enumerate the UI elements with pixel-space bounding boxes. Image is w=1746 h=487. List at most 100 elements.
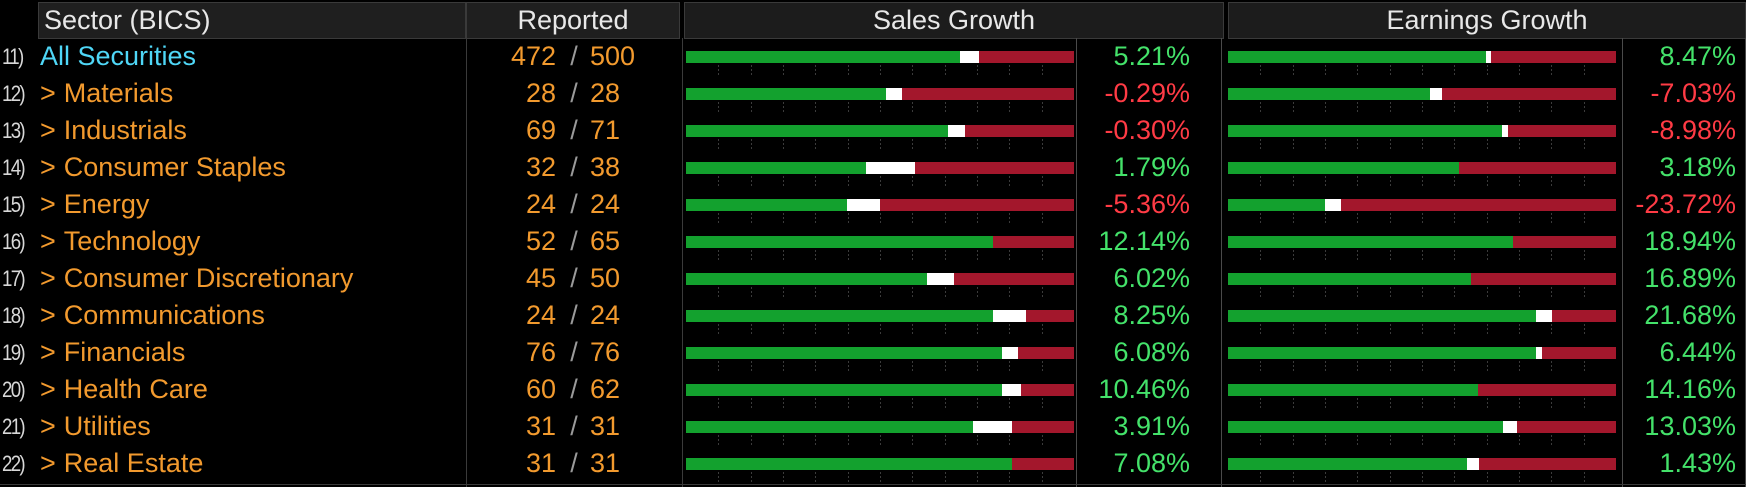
bar-red-segment bbox=[915, 162, 1074, 174]
bar-white-segment bbox=[1536, 310, 1552, 322]
earnings-growth-value: -23.72% bbox=[1635, 189, 1736, 219]
chevron-right-icon[interactable]: > bbox=[40, 115, 56, 145]
row-number[interactable]: 17) bbox=[2, 266, 26, 291]
table-row[interactable]: 12) > Materials 28 / 28 -0.29% -7.03% bbox=[0, 75, 1746, 112]
earnings-growth-bar bbox=[1228, 88, 1616, 100]
reported-separator: / bbox=[570, 78, 578, 108]
sector-name[interactable]: > Consumer Discretionary bbox=[40, 260, 353, 297]
sector-name[interactable]: > Industrials bbox=[40, 112, 187, 149]
table-row[interactable]: 19) > Financials 76 / 76 6.08% 6.44% bbox=[0, 334, 1746, 371]
sector-name[interactable]: > Financials bbox=[40, 334, 185, 371]
bar-green-segment bbox=[686, 125, 948, 137]
earnings-growth-value: 3.18% bbox=[1659, 152, 1736, 182]
sales-growth-value: -5.36% bbox=[1104, 189, 1190, 219]
bar-white-segment bbox=[1486, 51, 1491, 63]
bar-red-segment bbox=[954, 273, 1074, 285]
bar-tick-marks bbox=[686, 139, 1074, 149]
bar-tick-marks bbox=[1228, 361, 1616, 371]
table-row[interactable]: 11) All Securities 472 / 500 5.21% 8.47% bbox=[0, 38, 1746, 75]
table-row[interactable]: 22) > Real Estate 31 / 31 7.08% 1.43% bbox=[0, 445, 1746, 482]
sector-name[interactable]: > Utilities bbox=[40, 408, 151, 445]
sales-growth-value: 1.79% bbox=[1113, 152, 1190, 182]
chevron-right-icon[interactable]: > bbox=[40, 189, 56, 219]
bar-green-segment bbox=[686, 384, 1002, 396]
bar-tick-marks bbox=[686, 287, 1074, 297]
row-number[interactable]: 21) bbox=[2, 414, 26, 439]
column-header-reported[interactable]: Reported bbox=[466, 2, 680, 39]
table-row[interactable]: 17) > Consumer Discretionary 45 / 50 6.02% 16.8… bbox=[0, 260, 1746, 297]
chevron-right-icon[interactable]: > bbox=[40, 337, 56, 367]
earnings-growth-bar bbox=[1228, 310, 1616, 322]
sector-name[interactable]: > Materials bbox=[40, 75, 173, 112]
sector-name[interactable]: > Technology bbox=[40, 223, 200, 260]
bar-tick-marks bbox=[686, 435, 1074, 445]
earnings-growth-value: 13.03% bbox=[1644, 411, 1736, 441]
sector-name[interactable]: > Consumer Staples bbox=[40, 149, 286, 186]
sector-name[interactable]: > Energy bbox=[40, 186, 149, 223]
bar-tick-marks bbox=[1228, 65, 1616, 75]
earnings-growth-bar bbox=[1228, 384, 1616, 396]
reported-separator: / bbox=[570, 115, 578, 145]
row-number[interactable]: 18) bbox=[2, 303, 26, 328]
table-row[interactable]: 20) > Health Care 60 / 62 10.46% 14.16% bbox=[0, 371, 1746, 408]
sector-name[interactable]: > Real Estate bbox=[40, 445, 203, 482]
bar-red-segment bbox=[993, 236, 1074, 248]
column-header-sector[interactable]: Sector (BICS) bbox=[38, 2, 466, 39]
bar-tick-marks bbox=[686, 176, 1074, 186]
bar-tick-marks bbox=[1228, 287, 1616, 297]
row-number[interactable]: 19) bbox=[2, 340, 26, 365]
bar-red-segment bbox=[1478, 384, 1616, 396]
row-number[interactable]: 13) bbox=[2, 118, 26, 143]
chevron-right-icon[interactable]: > bbox=[40, 374, 56, 404]
bar-red-segment bbox=[1012, 421, 1074, 433]
bar-white-segment bbox=[927, 273, 954, 285]
chevron-right-icon[interactable]: > bbox=[40, 411, 56, 441]
bar-green-segment bbox=[686, 236, 993, 248]
table-row[interactable]: 16) > Technology 52 / 65 12.14% 18.94% bbox=[0, 223, 1746, 260]
earnings-growth-bar bbox=[1228, 125, 1616, 137]
chevron-right-icon[interactable]: > bbox=[40, 226, 56, 256]
column-header-earnings-growth[interactable]: Earnings Growth bbox=[1228, 2, 1746, 39]
earnings-growth-value: -8.98% bbox=[1650, 115, 1736, 145]
sector-name[interactable]: > Health Care bbox=[40, 371, 208, 408]
row-number[interactable]: 15) bbox=[2, 192, 26, 217]
chevron-right-icon[interactable]: > bbox=[40, 448, 56, 478]
bar-tick-marks bbox=[1228, 176, 1616, 186]
sales-growth-bar bbox=[686, 88, 1074, 100]
bar-red-segment bbox=[1471, 273, 1616, 285]
chevron-right-icon[interactable]: > bbox=[40, 78, 56, 108]
table-row[interactable]: 15) > Energy 24 / 24 -5.36% -23.72% bbox=[0, 186, 1746, 223]
table-row[interactable]: 14) > Consumer Staples 32 / 38 1.79% 3.18% bbox=[0, 149, 1746, 186]
row-number[interactable]: 20) bbox=[2, 377, 26, 402]
bar-white-segment bbox=[973, 421, 1012, 433]
row-number[interactable]: 12) bbox=[2, 81, 26, 106]
sector-name[interactable]: > Communications bbox=[40, 297, 265, 334]
table-row[interactable]: 21) > Utilities 31 / 31 3.91% 13.03% bbox=[0, 408, 1746, 445]
column-header-sales-growth[interactable]: Sales Growth bbox=[684, 2, 1224, 39]
reported-count: 76 bbox=[525, 337, 556, 367]
row-number[interactable]: 22) bbox=[2, 451, 26, 476]
table-row[interactable]: 13) > Industrials 69 / 71 -0.30% -8.98% bbox=[0, 112, 1746, 149]
sector-name[interactable]: All Securities bbox=[40, 38, 196, 75]
bar-red-segment bbox=[1018, 347, 1074, 359]
reported-separator: / bbox=[570, 263, 578, 293]
earnings-growth-value: 8.47% bbox=[1659, 41, 1736, 71]
total-count: 31 bbox=[590, 448, 621, 478]
sales-growth-bar bbox=[686, 384, 1074, 396]
table-row[interactable]: 18) > Communications 24 / 24 8.25% 21.68% bbox=[0, 297, 1746, 334]
bar-red-segment bbox=[1442, 88, 1616, 100]
earnings-growth-value: 6.44% bbox=[1659, 337, 1736, 367]
chevron-right-icon[interactable]: > bbox=[40, 152, 56, 182]
row-number[interactable]: 11) bbox=[2, 44, 24, 69]
row-number[interactable]: 14) bbox=[2, 155, 26, 180]
sales-growth-bar bbox=[686, 273, 1074, 285]
total-count: 50 bbox=[590, 263, 621, 293]
chevron-right-icon[interactable]: > bbox=[40, 300, 56, 330]
reported-separator: / bbox=[570, 300, 578, 330]
reported-count: 32 bbox=[525, 152, 556, 182]
row-number[interactable]: 16) bbox=[2, 229, 26, 254]
chevron-right-icon[interactable]: > bbox=[40, 263, 56, 293]
bar-green-segment bbox=[1228, 458, 1467, 470]
sector-label: Financials bbox=[63, 337, 186, 367]
